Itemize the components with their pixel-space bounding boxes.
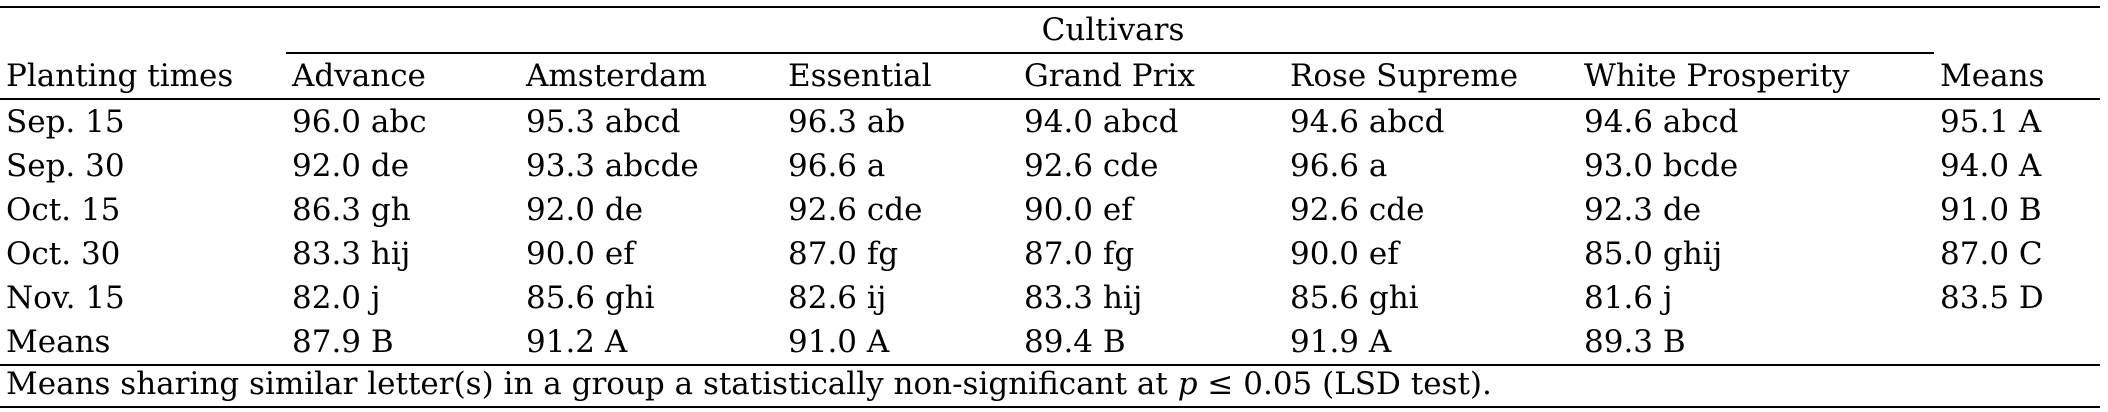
table-cell: 94.0 abcd xyxy=(1024,104,1179,140)
table-cell: 90.0 ef xyxy=(1024,192,1133,228)
table-row: Sep. 15 96.0 abc 95.3 abcd 96.3 ab 94.0 … xyxy=(0,99,2100,144)
table-cell: 89.4 B xyxy=(1018,320,1284,366)
table-row: Nov. 15 82.0 j 85.6 ghi 82.6 ij 83.3 hij… xyxy=(0,276,2100,320)
table-cell: 81.6 j xyxy=(1584,280,1673,316)
table-cell: 93.3 abcde xyxy=(526,148,699,184)
table-cell: 85.6 ghi xyxy=(1290,280,1419,316)
table-cell: 91.0 A xyxy=(782,320,1018,366)
means-row: Means 87.9 B 91.2 A 91.0 A 89.4 B 91.9 A… xyxy=(0,320,2101,366)
column-header-amsterdam: Amsterdam xyxy=(520,53,782,100)
row-label: Oct. 15 xyxy=(6,192,121,228)
table-cell: 83.3 hij xyxy=(292,236,411,272)
table-row: Oct. 15 86.3 gh 92.0 de 92.6 cde 90.0 ef… xyxy=(0,188,2100,232)
row-label: Oct. 30 xyxy=(6,236,121,272)
row-label: Nov. 15 xyxy=(6,280,125,316)
row-mean: 83.5 D xyxy=(1940,280,2044,316)
table-cell: 87.9 B xyxy=(286,320,520,366)
column-header-grand-prix: Grand Prix xyxy=(1018,53,1284,100)
column-header-white-prosperity: White Prosperity xyxy=(1578,53,1935,100)
row-mean: 94.0 A xyxy=(1940,148,2042,184)
row-mean: 91.0 B xyxy=(1940,192,2042,228)
row-label: Means xyxy=(0,320,286,366)
table-cell: 91.9 A xyxy=(1284,320,1578,366)
row-mean: 95.1 A xyxy=(1940,104,2042,140)
column-header-essential: Essential xyxy=(782,53,1018,100)
footnote-p-variable: p xyxy=(1177,366,1198,402)
table-cell: 89.3 B xyxy=(1578,320,1935,366)
column-header-advance: Advance xyxy=(286,53,520,100)
table-cell: 95.3 abcd xyxy=(526,104,681,140)
row-mean: 87.0 C xyxy=(1940,236,2043,272)
row-label: Sep. 30 xyxy=(6,148,125,184)
table-cell: 92.3 de xyxy=(1584,192,1702,228)
table-cell: 92.6 cde xyxy=(1024,148,1159,184)
table-cell: 85.6 ghi xyxy=(526,280,655,316)
table-cell: 82.0 j xyxy=(292,280,381,316)
row-mean xyxy=(1934,320,2101,366)
table-cell: 90.0 ef xyxy=(1290,236,1399,272)
table-row: Sep. 30 92.0 de 93.3 abcde 96.6 a 92.6 c… xyxy=(0,144,2100,188)
group-header-row: Cultivars xyxy=(0,6,2101,54)
table-cell: 92.6 cde xyxy=(1290,192,1425,228)
column-header-row: Planting times Advance Amsterdam Essenti… xyxy=(0,53,2101,100)
table-cell: 96.6 a xyxy=(1290,148,1388,184)
footnote-text-after: ≤ 0.05 (LSD test). xyxy=(1197,366,1492,402)
table-cell: 85.0 ghij xyxy=(1584,236,1723,272)
table-cell: 91.2 A xyxy=(520,320,782,366)
column-header-rose-supreme: Rose Supreme xyxy=(1284,53,1578,100)
table-cell: 92.6 cde xyxy=(788,192,923,228)
cultivars-header: Cultivars xyxy=(286,6,1935,54)
row-header-cell: Planting times xyxy=(0,53,286,100)
table-cell: 87.0 fg xyxy=(788,236,899,272)
table-cell: 96.3 ab xyxy=(788,104,906,140)
footnote-text-before: Means sharing similar letter(s) in a gro… xyxy=(6,366,1178,402)
table-cell: 92.0 de xyxy=(526,192,644,228)
table-footnote: Means sharing similar letter(s) in a gro… xyxy=(6,362,1492,406)
table-row: Oct. 30 83.3 hij 90.0 ef 87.0 fg 87.0 fg… xyxy=(0,232,2100,276)
table-cell: 92.0 de xyxy=(292,148,410,184)
table-cell: 96.0 abc xyxy=(292,104,427,140)
table-cell: 93.0 bcde xyxy=(1584,148,1739,184)
column-header-means: Means xyxy=(1934,53,2101,100)
row-label: Sep. 15 xyxy=(6,104,125,140)
table-cell: 94.6 abcd xyxy=(1584,104,1739,140)
table-cell: 87.0 fg xyxy=(1024,236,1135,272)
bottom-rule xyxy=(0,406,2100,408)
table-cell: 83.3 hij xyxy=(1024,280,1143,316)
table-cell: 94.6 abcd xyxy=(1290,104,1445,140)
group-header-empty-right xyxy=(1934,6,2101,53)
table-cell: 96.6 a xyxy=(788,148,886,184)
table-cell: 86.3 gh xyxy=(292,192,411,228)
data-table: Cultivars Planting times Advance Amsterd… xyxy=(0,6,2101,366)
table-cell: 90.0 ef xyxy=(526,236,635,272)
table-cell: 82.6 ij xyxy=(788,280,887,316)
group-header-empty xyxy=(0,6,286,53)
